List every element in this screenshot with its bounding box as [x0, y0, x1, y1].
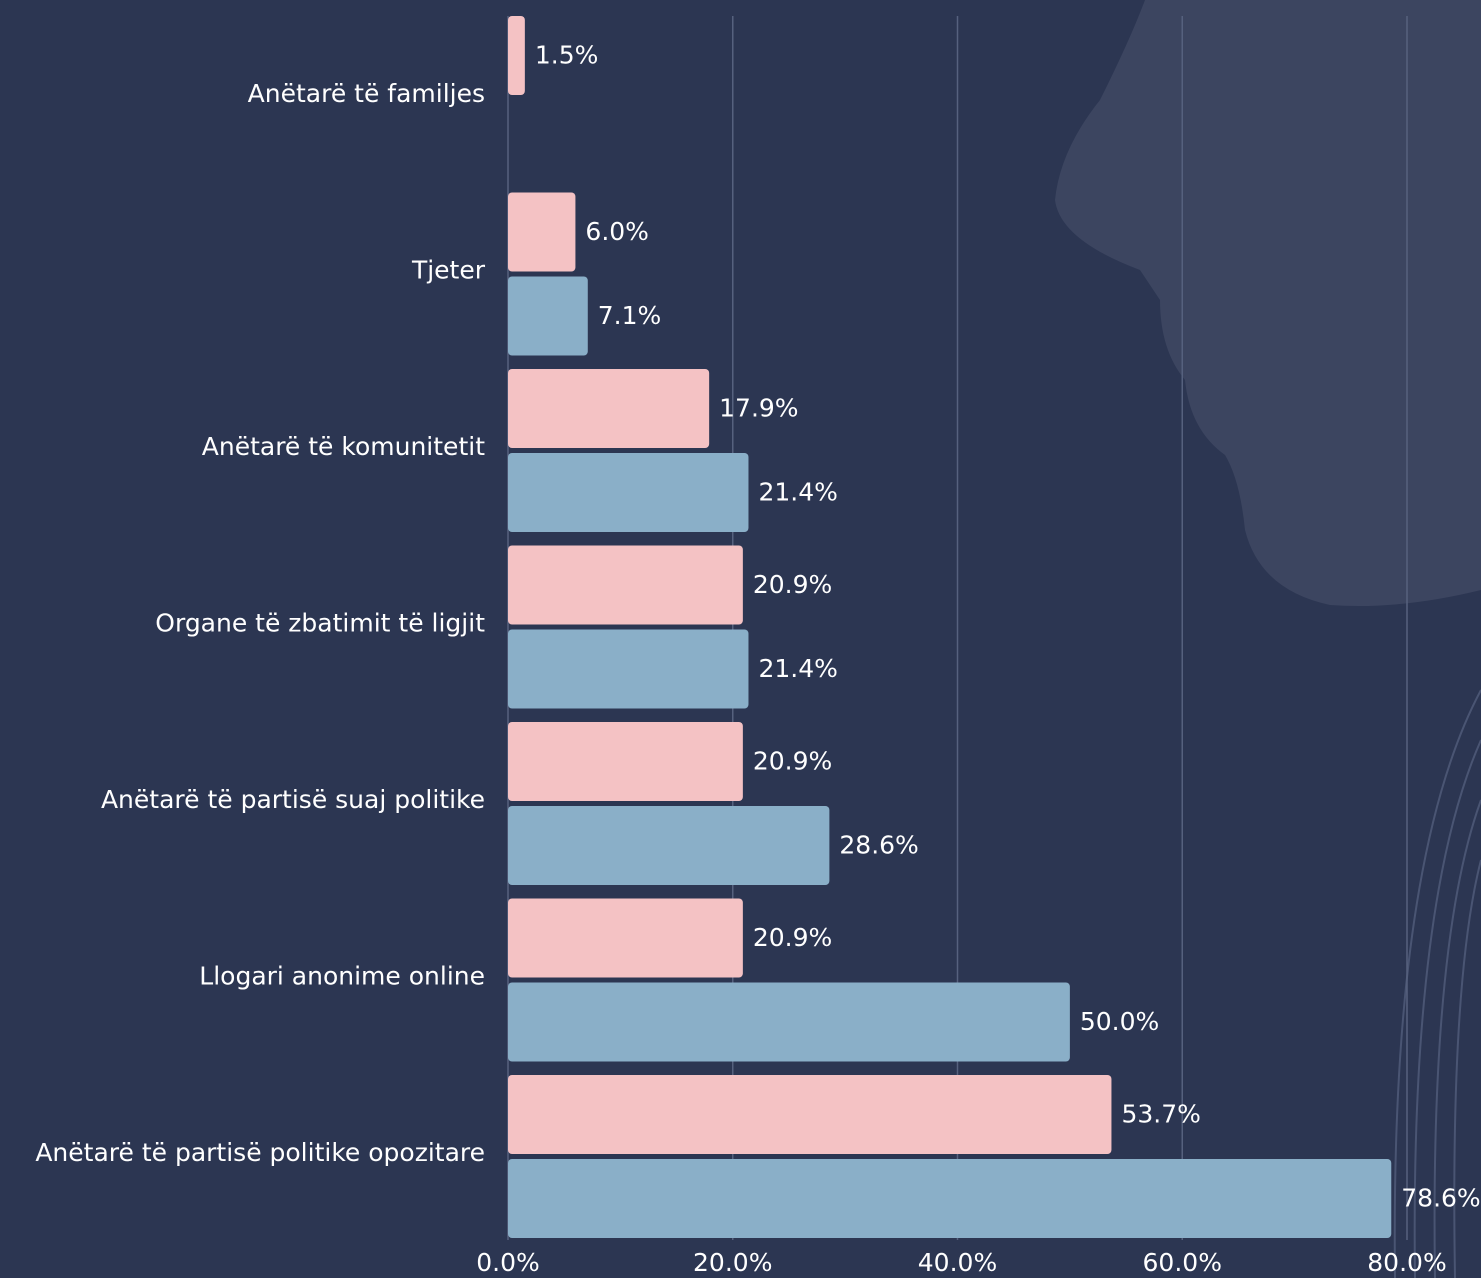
- value-label: 53.7%: [1121, 1100, 1200, 1129]
- value-label: 20.9%: [753, 923, 832, 952]
- x-tick-label: 60.0%: [1143, 1248, 1222, 1277]
- x-tick-label: 40.0%: [918, 1248, 997, 1277]
- x-tick-label: 0.0%: [476, 1248, 540, 1277]
- x-tick-label: 20.0%: [693, 1248, 772, 1277]
- value-label: 17.9%: [719, 394, 798, 423]
- value-label: 20.9%: [753, 570, 832, 599]
- bar: [508, 722, 743, 801]
- category-label: Organe të zbatimit të ligjit: [155, 609, 485, 638]
- value-label: 20.9%: [753, 747, 832, 776]
- value-label: 50.0%: [1080, 1007, 1159, 1036]
- category-label: Tjeter: [411, 256, 486, 285]
- bar: [508, 16, 525, 95]
- category-label: Anëtarë të partisë politike opozitare: [35, 1138, 485, 1167]
- bar: [508, 453, 749, 532]
- value-label: 7.1%: [598, 301, 662, 330]
- value-label: 78.6%: [1401, 1184, 1480, 1213]
- value-label: 1.5%: [535, 41, 599, 70]
- bar: [508, 192, 576, 272]
- bar: [508, 806, 830, 885]
- bar: [508, 276, 588, 356]
- value-label: 21.4%: [758, 654, 837, 683]
- category-label: Llogari anonime online: [199, 962, 485, 991]
- background-silhouette: [1055, 0, 1481, 606]
- x-tick-label: 80.0%: [1367, 1248, 1446, 1277]
- bar: [508, 982, 1070, 1062]
- bar: [508, 369, 710, 448]
- bar: [508, 629, 749, 709]
- category-label: Anëtarë të komunitetit: [202, 432, 485, 461]
- decorative-curves: [1393, 689, 1481, 1278]
- value-label: 21.4%: [758, 478, 837, 507]
- bar: [508, 1075, 1112, 1154]
- bar: [508, 898, 743, 978]
- bar: [508, 1159, 1392, 1238]
- bar: [508, 545, 743, 625]
- category-label: Anëtarë të familjes: [248, 79, 485, 108]
- value-label: 28.6%: [839, 831, 918, 860]
- category-label: Anëtarë të partisë suaj politike: [101, 785, 485, 814]
- value-label: 6.0%: [585, 217, 649, 246]
